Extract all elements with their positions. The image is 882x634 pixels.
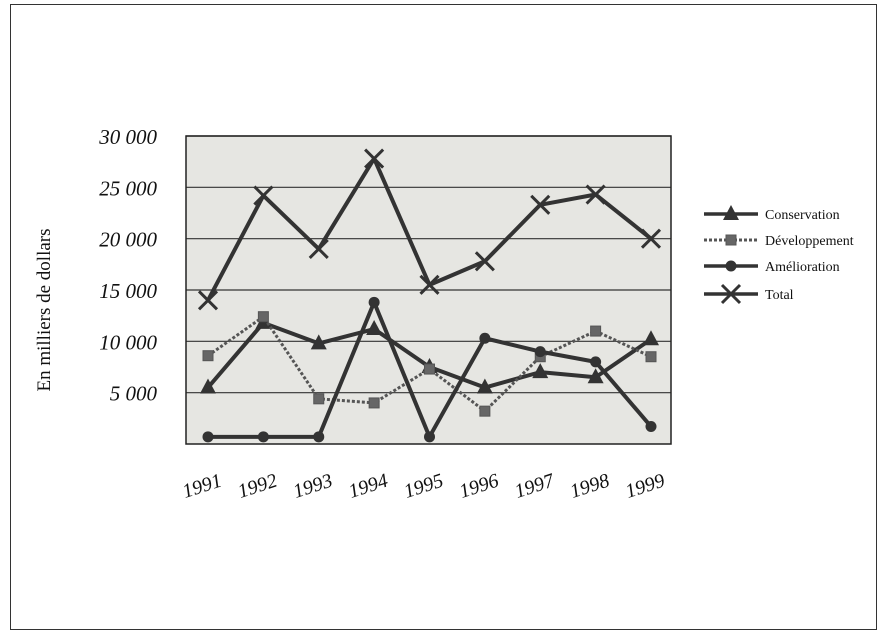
legend-marker (720, 283, 742, 305)
data-point (197, 290, 219, 311)
x-tick-label: 1998 (567, 470, 612, 503)
legend-item: Développement (704, 234, 854, 249)
x-tick-label: 1999 (623, 470, 668, 503)
data-point (310, 334, 327, 350)
legend-item: Conservation (704, 205, 840, 223)
y-tick-label: 10 000 (99, 330, 157, 354)
data-point (424, 363, 435, 375)
data-point (202, 431, 214, 443)
data-point (643, 330, 659, 346)
x-tick-label: 1997 (512, 469, 558, 503)
data-point (645, 421, 657, 433)
data-point (424, 431, 435, 443)
legend-item: Amélioration (704, 260, 840, 275)
data-point (313, 431, 325, 443)
y-tick-label: 5 000 (110, 382, 158, 406)
data-point (202, 350, 214, 362)
data-point (368, 397, 380, 409)
y-tick-label: 25 000 (99, 176, 157, 200)
legend-item: Total (704, 283, 794, 305)
x-tick-label: 1992 (235, 470, 280, 503)
x-tick-label: 1994 (346, 470, 391, 503)
x-tick-label: 1991 (180, 470, 225, 503)
series-amélioration (202, 296, 657, 443)
data-point (200, 378, 216, 394)
data-point (534, 346, 546, 358)
legend-label: Conservation (765, 208, 840, 223)
data-point (474, 251, 495, 272)
data-point (257, 311, 269, 323)
y-axis-label: En milliers de dollars (34, 228, 55, 391)
y-tick-label: 20 000 (99, 228, 157, 252)
legend-marker (725, 234, 737, 246)
x-tick-label: 1995 (401, 470, 446, 503)
y-tick-label: 30 000 (98, 125, 157, 149)
data-point (366, 320, 383, 336)
data-point (587, 368, 604, 384)
data-point (479, 405, 491, 417)
data-point (419, 274, 440, 295)
x-tick-label: 1993 (290, 470, 335, 503)
series-group (197, 148, 662, 443)
data-point (308, 238, 329, 259)
data-point (590, 325, 602, 337)
x-axis-ticks: 1991 1992 1993 1994 1995 1996 1997 1998 1999 (180, 469, 668, 503)
series-développement (202, 311, 657, 417)
data-point (313, 393, 325, 405)
data-point (479, 332, 491, 344)
legend-label: Amélioration (765, 260, 840, 275)
data-point (364, 148, 385, 169)
legend: Conservation Développement Amélioration Tot… (704, 205, 854, 305)
data-point (590, 356, 602, 368)
data-point (585, 184, 606, 205)
data-point (645, 351, 657, 363)
legend-marker (725, 260, 737, 272)
legend-label: Développement (765, 234, 854, 249)
x-tick-label: 1996 (457, 470, 502, 503)
series-total (197, 148, 662, 311)
data-point (530, 194, 551, 215)
data-point (257, 431, 269, 443)
legend-marker (723, 205, 739, 220)
data-point (476, 378, 493, 394)
data-point (253, 185, 274, 206)
y-tick-label: 15 000 (99, 279, 157, 303)
data-point (368, 296, 380, 308)
data-point (640, 228, 662, 249)
plot-border (185, 135, 672, 445)
legend-label: Total (765, 288, 794, 303)
y-axis-ticks: 5 000 10 000 15 000 20 000 25 000 30 000 (98, 125, 157, 406)
data-point (532, 363, 549, 379)
